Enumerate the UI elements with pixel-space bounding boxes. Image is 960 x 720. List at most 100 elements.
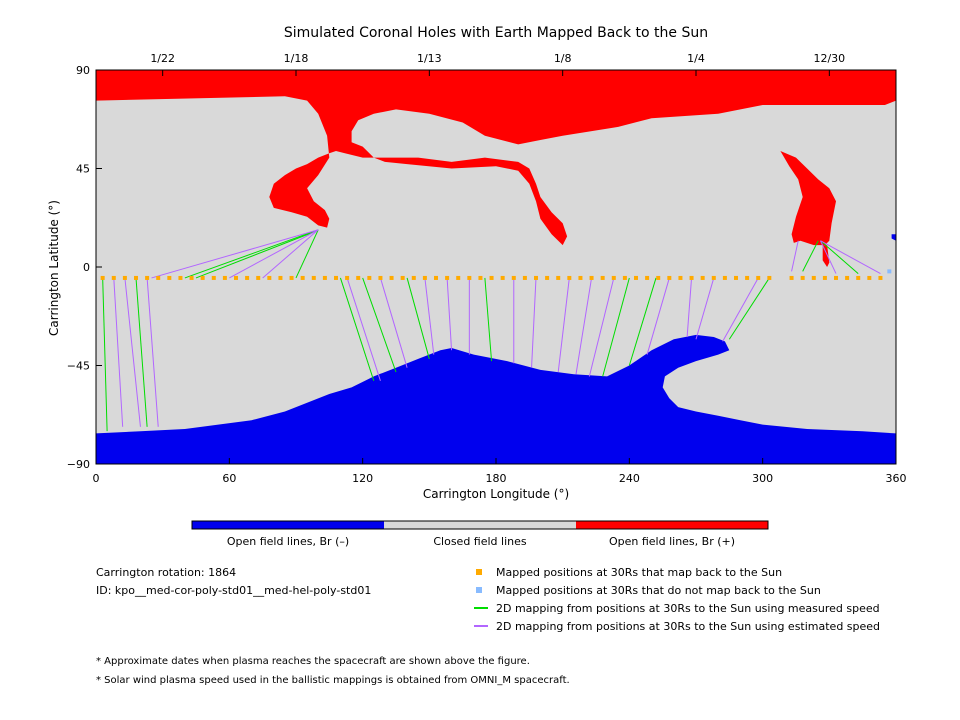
mapping-line-measured xyxy=(184,229,319,279)
mapped-point xyxy=(600,275,605,280)
mapping-line-estimated xyxy=(722,277,759,342)
mapping-line-measured xyxy=(135,277,148,427)
colorbar-label: Open field lines, Br (–) xyxy=(227,535,349,548)
mapped-point xyxy=(767,275,772,280)
mapping-line-estimated xyxy=(151,229,319,279)
mapped-point xyxy=(334,275,338,280)
mapping-line-measured xyxy=(339,277,375,381)
mapped-point xyxy=(867,275,872,280)
mapping-line-measured xyxy=(406,277,430,360)
mapped-point xyxy=(111,275,116,280)
legend-label-measured: 2D mapping from positions at 30Rs to the… xyxy=(496,602,880,615)
legend-swatch-estimated xyxy=(474,625,488,627)
mapped-point xyxy=(811,275,816,280)
mapped-point xyxy=(311,275,316,280)
mapped-point xyxy=(845,275,850,280)
mapped-point xyxy=(222,275,227,280)
mapping-line-estimated xyxy=(646,277,670,355)
mapped-point xyxy=(711,275,716,280)
x-tick-label: 240 xyxy=(619,472,640,485)
mapped-point xyxy=(300,275,305,280)
mapping-line-estimated xyxy=(531,277,537,368)
mapping-line-estimated xyxy=(819,240,837,274)
mapped-point xyxy=(722,275,727,280)
mapped-point xyxy=(622,275,627,280)
mapped-point xyxy=(700,275,705,280)
mapping-line-estimated xyxy=(820,240,881,275)
positive-hole-1 xyxy=(780,151,836,246)
plot-area xyxy=(96,70,896,464)
mapped-point xyxy=(389,275,394,280)
mapping-line-estimated xyxy=(262,229,319,279)
mapping-line-measured xyxy=(728,277,770,340)
top-date-label: 1/22 xyxy=(150,52,175,65)
mapped-point xyxy=(134,275,138,280)
mapping-line-measured xyxy=(802,240,819,272)
x-tick-label: 360 xyxy=(886,472,907,485)
legend-swatch-unmapped xyxy=(476,587,482,593)
mapping-line-estimated xyxy=(446,277,453,351)
colorbar-segment xyxy=(384,521,576,529)
mapped-point xyxy=(689,275,694,280)
top-date-label: 1/4 xyxy=(687,52,705,65)
colorbar-segment xyxy=(192,521,384,529)
legend-label-mapped: Mapped positions at 30Rs that map back t… xyxy=(496,566,783,579)
mapped-point xyxy=(322,275,327,280)
model-id-label: ID: kpo__med-cor-poly-std01__med-hel-pol… xyxy=(96,584,372,597)
mapped-point xyxy=(100,275,105,280)
mapped-point xyxy=(834,275,838,280)
y-tick-label: 0 xyxy=(83,261,90,274)
mapped-point xyxy=(589,275,594,280)
mapping-line-measured xyxy=(102,277,108,432)
mapped-point xyxy=(267,275,272,280)
positive-hole-2 xyxy=(822,245,830,267)
mapped-point xyxy=(756,275,761,280)
y-axis-label: Carrington Latitude (°) xyxy=(47,200,61,336)
colorbar: Open field lines, Br (–) Closed field lin… xyxy=(191,520,769,548)
legend-label-estimated: 2D mapping from positions at 30Rs to the… xyxy=(496,620,881,633)
mapping-line-estimated xyxy=(588,277,615,377)
legend-swatch-measured xyxy=(474,607,488,609)
mapping-line-estimated xyxy=(575,277,593,375)
legend-label-unmapped: Mapped positions at 30Rs that do not map… xyxy=(496,584,821,597)
mapping-line-estimated xyxy=(791,240,799,272)
chart-title: Simulated Coronal Holes with Earth Mappe… xyxy=(284,25,708,41)
mapped-point xyxy=(800,275,805,280)
mapping-line-measured xyxy=(820,240,859,274)
mapped-point xyxy=(822,275,827,280)
mapped-point xyxy=(456,275,461,280)
legend-swatch-mapped xyxy=(476,569,482,575)
colorbar-label: Open field lines, Br (+) xyxy=(609,535,735,548)
mapped-point xyxy=(511,275,516,280)
mapped-point xyxy=(411,275,416,280)
y-tick-label: 45 xyxy=(76,163,90,176)
mapped-point xyxy=(611,275,616,280)
top-date-label: 1/13 xyxy=(417,52,442,65)
mapped-point xyxy=(734,275,738,280)
mapped-point xyxy=(200,275,205,280)
rotation-label: Carrington rotation: 1864 xyxy=(96,566,237,579)
mapping-line-estimated xyxy=(557,277,570,373)
mapped-point xyxy=(122,275,127,280)
mapped-point xyxy=(656,275,661,280)
negative-hole-4 xyxy=(891,234,896,241)
x-tick-label: 180 xyxy=(486,472,507,485)
mapped-point xyxy=(167,275,172,280)
mapped-point xyxy=(556,275,561,280)
mapped-point xyxy=(789,275,794,280)
mapping-line-measured xyxy=(195,231,314,279)
x-tick-label: 0 xyxy=(93,472,100,485)
top-date-label: 12/30 xyxy=(813,52,845,65)
mapped-point xyxy=(278,275,283,280)
mapped-point xyxy=(289,275,294,280)
mapped-point xyxy=(256,275,261,280)
mapped-point xyxy=(156,275,161,280)
mapped-point xyxy=(189,275,194,280)
mapping-line-measured xyxy=(362,277,397,373)
mapped-point xyxy=(522,275,527,280)
mapped-point xyxy=(856,275,861,280)
top-date-label: 1/18 xyxy=(284,52,309,65)
x-axis-label: Carrington Longitude (°) xyxy=(423,487,569,501)
mapping-line-estimated xyxy=(695,277,715,340)
